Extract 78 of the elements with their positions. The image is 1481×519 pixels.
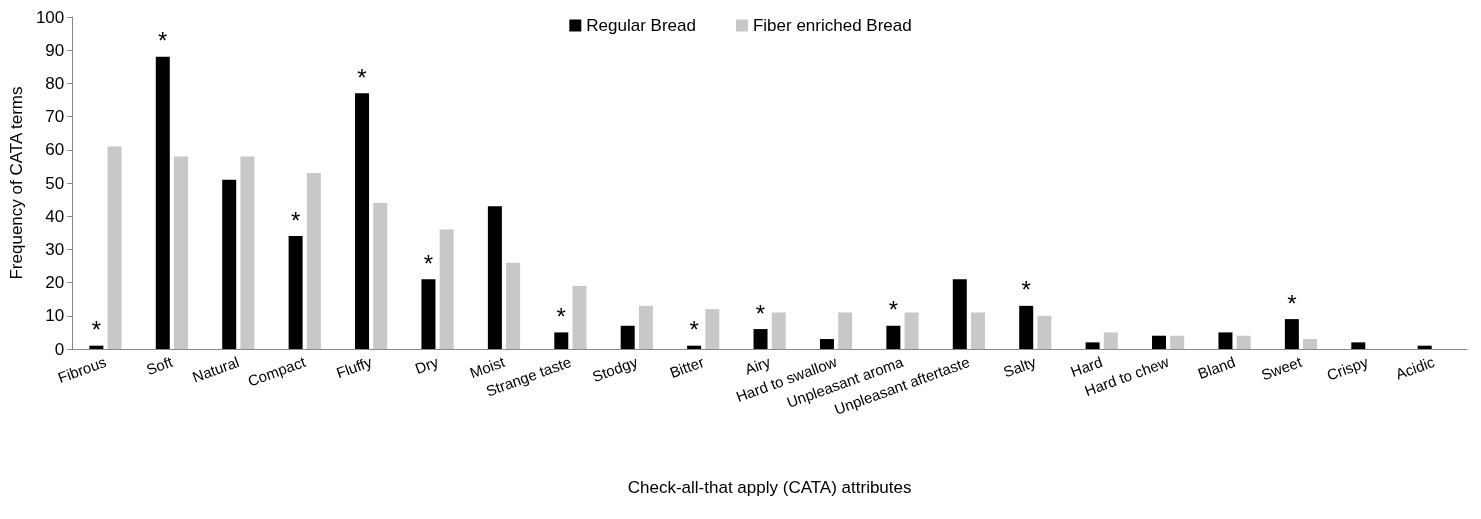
y-tick-label: 10 bbox=[45, 306, 65, 326]
y-tick-label: 60 bbox=[45, 140, 65, 160]
bar bbox=[1284, 319, 1299, 349]
bar bbox=[952, 279, 967, 349]
bar bbox=[1236, 335, 1251, 349]
annotation: * bbox=[158, 27, 168, 55]
x-tick-label: Acidic bbox=[1393, 352, 1438, 383]
x-tick-label: Airy bbox=[742, 352, 773, 378]
bar bbox=[1103, 332, 1118, 349]
bar bbox=[886, 325, 901, 349]
y-tick-label: 100 bbox=[35, 7, 65, 27]
bar bbox=[753, 329, 768, 349]
annotation: * bbox=[357, 63, 367, 91]
y-tick-label: 80 bbox=[45, 73, 65, 93]
bar bbox=[1351, 342, 1366, 349]
bar bbox=[1218, 332, 1233, 349]
bar bbox=[819, 339, 834, 349]
bar bbox=[1019, 305, 1034, 349]
bar bbox=[1417, 345, 1432, 349]
y-tick-label: 90 bbox=[45, 40, 65, 60]
bar bbox=[620, 325, 635, 349]
bar bbox=[838, 312, 853, 349]
bar bbox=[240, 156, 255, 349]
x-tick-label: Fluffy bbox=[334, 352, 375, 382]
y-tick-label: 30 bbox=[45, 239, 65, 259]
bar bbox=[1170, 335, 1185, 349]
x-tick-label: Crispy bbox=[1324, 352, 1371, 384]
annotation: * bbox=[556, 302, 566, 330]
x-tick-label: Sweet bbox=[1258, 352, 1305, 384]
bar bbox=[355, 93, 370, 349]
bar bbox=[222, 179, 237, 349]
x-tick-label: Salty bbox=[1001, 352, 1039, 381]
bar bbox=[705, 309, 720, 349]
bar bbox=[687, 345, 702, 349]
bar bbox=[439, 229, 454, 349]
bar bbox=[89, 345, 104, 349]
bar bbox=[306, 173, 321, 349]
x-tick-label: Soft bbox=[143, 352, 176, 379]
bar bbox=[288, 236, 303, 349]
legend-label: Fiber enriched Bread bbox=[752, 16, 912, 35]
bar bbox=[155, 56, 170, 349]
annotation: * bbox=[1021, 276, 1031, 304]
bar bbox=[904, 312, 919, 349]
annotation: * bbox=[91, 316, 102, 344]
y-tick-label: 70 bbox=[45, 107, 65, 127]
bar bbox=[107, 146, 122, 349]
bar bbox=[554, 332, 569, 349]
legend-label: Regular Bread bbox=[586, 16, 696, 35]
y-tick-label: 40 bbox=[45, 206, 65, 226]
y-tick-label: 0 bbox=[54, 339, 65, 359]
x-axis-title: Check-all-that apply (CATA) attributes bbox=[627, 478, 912, 497]
annotation: * bbox=[290, 206, 301, 234]
bar bbox=[487, 206, 502, 349]
x-tick-label: Stodgy bbox=[590, 352, 641, 385]
y-tick-label: 50 bbox=[45, 173, 65, 193]
annotation: * bbox=[423, 249, 434, 277]
bar bbox=[1152, 335, 1167, 349]
y-axis-title: Frequency of CATA terms bbox=[7, 86, 26, 280]
x-tick-label: Dry bbox=[412, 352, 441, 377]
bar bbox=[421, 279, 436, 349]
bar bbox=[771, 312, 786, 349]
x-tick-label: Hard bbox=[1068, 353, 1105, 381]
x-tick-label: Bland bbox=[1195, 353, 1238, 383]
bar bbox=[1037, 315, 1052, 349]
bar bbox=[1303, 339, 1318, 349]
bar bbox=[173, 156, 188, 349]
annotation: * bbox=[755, 299, 766, 327]
bar bbox=[1085, 342, 1100, 349]
bar bbox=[373, 202, 388, 349]
bar bbox=[572, 285, 587, 349]
bar bbox=[506, 262, 521, 349]
y-tick-label: 20 bbox=[45, 273, 65, 293]
annotation: * bbox=[888, 296, 899, 324]
x-tick-label: Bitter bbox=[667, 353, 707, 381]
annotation: * bbox=[689, 316, 699, 344]
bar bbox=[638, 305, 653, 349]
bar bbox=[970, 312, 985, 349]
annotation: * bbox=[1287, 289, 1297, 317]
